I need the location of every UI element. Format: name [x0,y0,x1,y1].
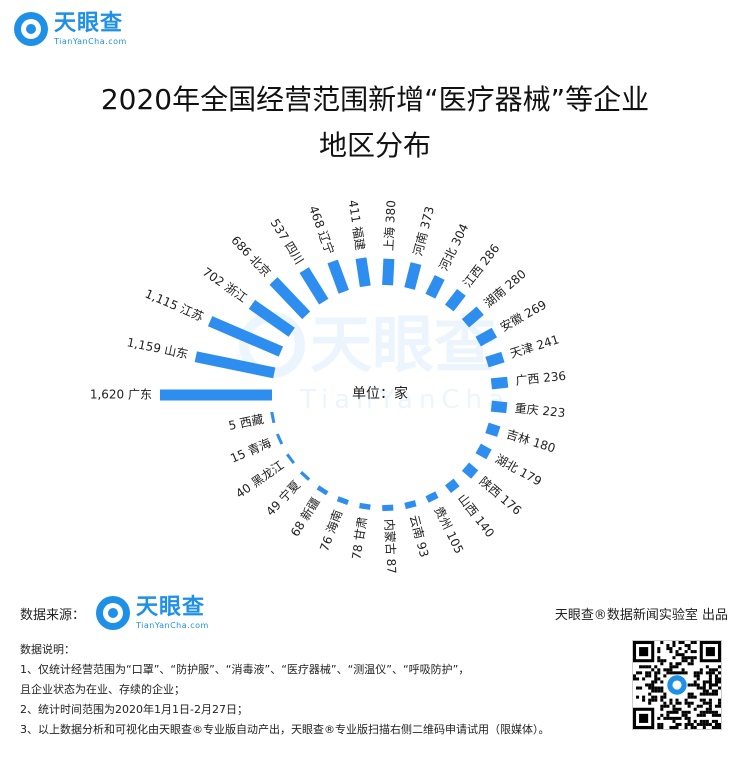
label-天津: 天津 241 [508,332,561,361]
bar-贵州 [425,491,439,503]
bar-北京 [269,277,311,320]
bar-江苏 [207,316,284,357]
notes-line: 1、仅统计经营范围为“口罩”、“防护服”、“消毒液”、“医疗器械”、“测温仪”、… [20,663,470,676]
label-河南: 河南 373 [410,205,437,258]
bar-山西 [444,478,460,494]
label-重庆: 重庆 223 [514,401,566,420]
bar-新疆 [316,485,329,496]
notes-line: 3、以上数据分析和可视化由天眼查®专业版自动产出，天眼查®专业版扫描右侧二维码申… [20,723,550,736]
bar-福建 [355,257,371,288]
bar-吉林 [485,422,501,437]
bar-辽宁 [327,259,349,294]
bar-陕西 [461,462,479,479]
label-江西: 江西 286 [460,241,502,290]
label-江苏: 1,115 江苏 [143,287,206,324]
bar-上海 [382,258,395,286]
label-福建: 411 福建 [346,199,369,251]
data-notes: 数据说明： 1、仅统计经营范围为“口罩”、“防护服”、“消毒液”、“医疗器械”、… [20,640,610,740]
bar-山东 [194,351,276,379]
label-吉林: 吉林 180 [505,427,558,456]
label-广东: 1,620 广东 [90,388,152,402]
label-海南: 76 海南 [316,508,345,554]
bar-云南 [404,500,417,510]
label-宁夏: 49 宁夏 [263,477,304,519]
bar-湖南 [461,306,484,328]
brand-name: 天眼查 [54,10,124,36]
watermark: 天眼查 TianYanCha [239,308,510,415]
label-北京: 686 北京 [228,233,273,279]
bar-海南 [336,496,349,505]
chart-title: 2020年全国经营范围新增“医疗器械”等企业 [100,83,650,116]
notes-heading: 数据说明： [20,643,75,656]
bar-河南 [404,262,422,290]
source-brand-name: 天眼查 [136,594,206,620]
label-西藏: 5 西藏 [227,412,265,433]
source-label: 数据来源： [20,608,86,623]
label-青海: 15 青海 [228,435,274,466]
label-辽宁: 468 辽宁 [306,203,338,256]
label-浙江: 702 浙江 [200,265,250,305]
bar-湖北 [475,443,492,460]
label-河北: 河北 304 [436,221,471,273]
source-logo: 天眼查 TianYanCha.com [96,596,209,630]
bar-广西 [490,376,509,390]
qr-code-icon[interactable] [632,640,722,730]
label-湖北: 湖北 179 [493,451,545,489]
label-山西: 山西 140 [455,491,497,540]
label-山东: 1,159 山东 [126,335,190,361]
eye-logo-icon [14,12,48,46]
bars-group [160,257,509,512]
bar-江西 [444,289,466,312]
credit-text: 天眼查®数据新闻实验室 出品 [554,608,728,623]
chart-subtitle: 地区分布 [318,129,431,162]
bar-河北 [425,274,445,299]
label-贵州: 贵州 105 [431,504,466,556]
label-湖南: 湖南 280 [481,266,529,310]
label-广西: 广西 236 [515,369,567,388]
source-brand-url: TianYanCha.com [136,620,209,630]
bar-四川 [299,267,329,305]
label-四川: 537 四川 [268,216,307,266]
label-云南: 云南 93 [407,513,432,558]
label-安徽: 安徽 269 [497,297,549,335]
brand-logo: 天眼查 TianYanCha.com [14,12,127,46]
notes-line: 2、统计时间范围为2020年1月1日-2月27日； [20,703,248,716]
bar-安徽 [475,327,498,347]
bar-甘肃 [359,502,371,510]
watermark-en: TianYanCha [299,385,510,415]
brand-url: TianYanCha.com [54,36,127,46]
eye-logo-icon [96,596,130,630]
label-上海: 上海 380 [381,200,399,251]
bar-浙江 [248,299,295,337]
label-新疆: 68 新疆 [287,495,323,540]
bar-西藏 [270,411,276,424]
notes-line: 且企业状态为在业、存续的企业； [20,683,185,696]
bar-宁夏 [299,470,311,481]
bar-天津 [485,351,505,368]
bar-黑龙江 [285,453,296,465]
label-内蒙古: 内蒙古 87 [382,518,400,574]
center-label: 单位：家 [352,385,408,402]
label-陕西: 陕西 176 [477,473,525,517]
bar-重庆 [490,400,508,414]
bar-青海 [275,433,284,445]
label-甘肃: 78 甘肃 [349,516,369,561]
